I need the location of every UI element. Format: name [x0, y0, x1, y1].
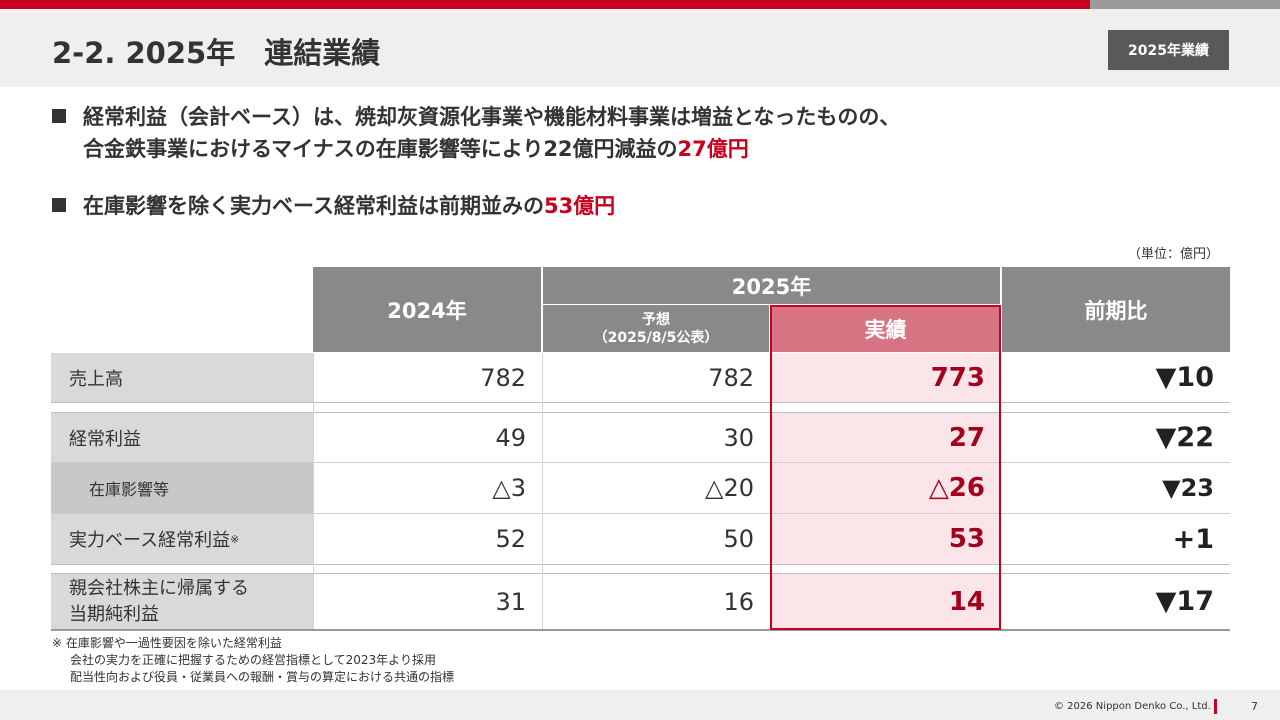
top-accent-bar [0, 0, 1090, 9]
underlying-profit-actual: 53 [770, 514, 1001, 564]
net-income-label-2: 当期純利益 [69, 603, 159, 625]
slide-footer [0, 690, 1280, 720]
bullet-1-highlight: 27億円 [677, 137, 749, 161]
inventory-impact-2024: △3 [313, 463, 542, 513]
square-bullet-icon [52, 109, 66, 123]
sales-yoy: ▼10 [1001, 353, 1230, 402]
top-gray-bar [1090, 0, 1280, 9]
underlying-profit-label: 実力ベース経常利益 [69, 530, 231, 551]
header-2025: 2025年 [543, 267, 1000, 304]
unit-label: （単位：億円） [1128, 247, 1220, 262]
net-income-2024: 31 [313, 574, 542, 629]
underlying-profit-2024: 52 [313, 514, 542, 564]
row-label-sales: 売上高 [51, 353, 313, 402]
net-income-yoy: ▼17 [1001, 574, 1230, 629]
bullet-1-line2: 合金鉄事業におけるマイナスの在庫影響等により22億円減益の [83, 137, 678, 161]
net-income-label-1: 親会社株主に帰属する [69, 577, 249, 599]
row-label-inventory-impact: 在庫影響等 [51, 463, 313, 513]
bullet-1: 経常利益（会計ベース）は、焼却灰資源化事業や機能材料事業は増益となったものの、 … [52, 101, 900, 165]
row-label-net-income: 親会社株主に帰属する 当期純利益 [51, 574, 313, 629]
net-income-actual: 14 [770, 574, 1001, 629]
page-title: 2-2. 2025年 連結業績 [52, 36, 381, 70]
footnote-2: 会社の実力を正確に把握するための経営指標として2023年より採用 [70, 653, 436, 667]
row-label-underlying-profit: 実力ベース経常利益 ※ [51, 514, 313, 564]
ordinary-profit-2024: 49 [313, 413, 542, 462]
header-forecast-date: （2025/8/5公表） [593, 329, 719, 346]
bullet-1-line1: 経常利益（会計ベース）は、焼却灰資源化事業や機能材料事業は増益となったものの、 [83, 105, 901, 129]
row-divider [51, 462, 1230, 463]
bullet-2-highlight: 53億円 [543, 194, 616, 218]
header-actual: 実績 [770, 305, 1001, 352]
bullet-2: 在庫影響を除く実力ベース経常利益は前期並みの53億円 [52, 190, 615, 222]
sales-2024: 782 [313, 353, 542, 402]
table-bottom-border [51, 629, 1230, 631]
column-divider [542, 353, 543, 629]
row-divider [51, 513, 1230, 514]
footnote-mark: ※ [230, 532, 240, 546]
inventory-impact-actual: △26 [770, 463, 1001, 513]
section-tag: 2025年業績 [1108, 30, 1229, 70]
ordinary-profit-forecast: 30 [542, 413, 770, 462]
net-income-forecast: 16 [542, 574, 770, 629]
header-forecast: 予想 （2025/8/5公表） [543, 305, 769, 352]
ordinary-profit-actual: 27 [770, 413, 1001, 462]
actual-highlight-frame [770, 305, 1001, 630]
inventory-impact-forecast: △20 [542, 463, 770, 513]
row-divider [51, 573, 1230, 574]
footnote-1: ※ 在庫影響や一過性要因を除いた経常利益 [52, 636, 282, 650]
page-number: 7 [1251, 700, 1258, 713]
footer-accent-bar [1214, 699, 1217, 714]
footnote-3: 配当性向および役員・従業員への報酬・賞与の算定における共通の指標 [70, 670, 455, 684]
sales-forecast: 782 [542, 353, 770, 402]
row-label-ordinary-profit: 経常利益 [51, 413, 313, 462]
underlying-profit-forecast: 50 [542, 514, 770, 564]
copyright: © 2026 Nippon Denko Co., Ltd. [1054, 701, 1211, 712]
header-forecast-label: 予想 [642, 311, 670, 328]
row-divider [51, 402, 1230, 403]
header-yoy: 前期比 [1002, 267, 1230, 352]
row-divider [51, 564, 1230, 565]
slide-header [0, 9, 1280, 87]
inventory-impact-yoy: ▼23 [1001, 463, 1230, 513]
ordinary-profit-yoy: ▼22 [1001, 413, 1230, 462]
square-bullet-icon [52, 198, 66, 212]
underlying-profit-yoy: +1 [1001, 514, 1230, 564]
column-divider [313, 353, 314, 629]
bullet-2-text: 在庫影響を除く実力ベース経常利益は前期並みの [83, 194, 544, 218]
header-2024: 2024年 [313, 267, 541, 352]
row-divider [51, 412, 1230, 413]
sales-actual: 773 [770, 353, 1001, 402]
